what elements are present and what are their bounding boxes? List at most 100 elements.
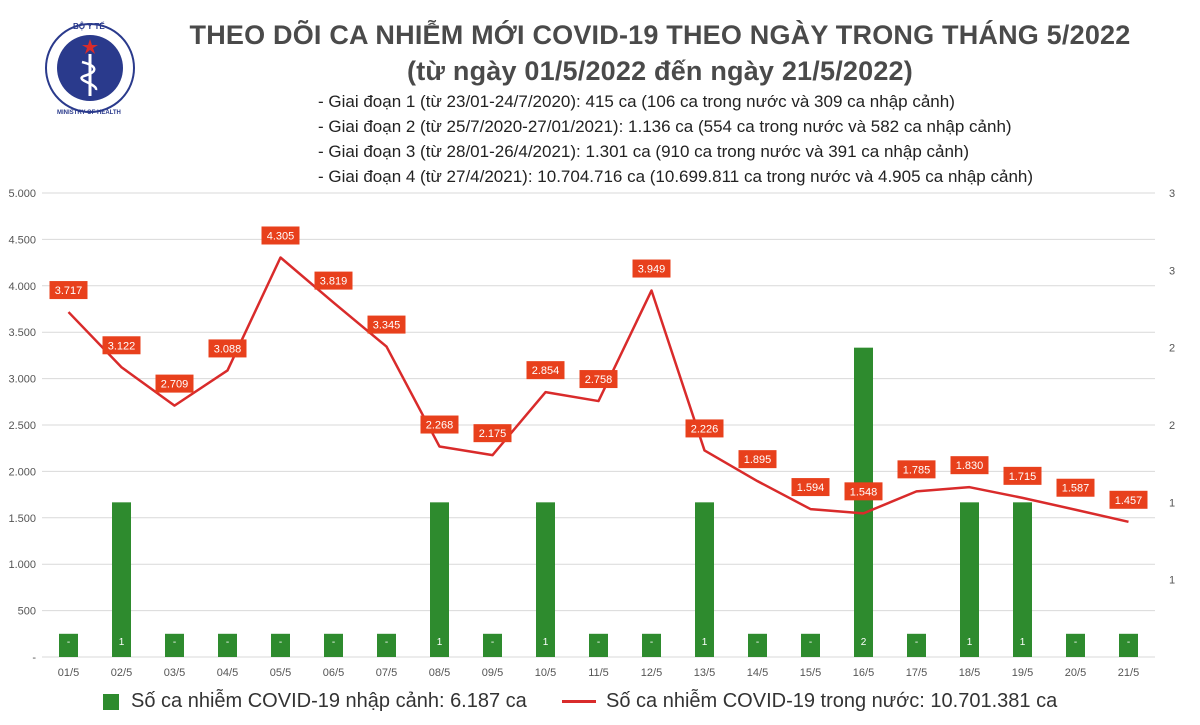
line-data-label-box [526,361,565,380]
line-data-label: 2.175 [479,428,507,440]
bar [324,633,343,657]
bar-data-label: - [173,637,176,648]
x-axis-tick-label: 14/5 [747,667,768,679]
line-data-label: 3.819 [320,276,348,288]
line-data-label-box [473,424,512,443]
legend-bar: Số ca nhiễm COVID-19 nhập cảnh: 6.187 ca [103,690,527,713]
line-data-label-box [579,370,618,389]
bar-data-label: - [67,637,70,648]
bar-data-label: 1 [1020,637,1026,648]
bar [377,633,396,657]
right-axis-tick-label: 1 [1169,575,1175,587]
line-data-label: 1.785 [903,464,931,476]
x-axis-tick-label: 09/5 [482,667,503,679]
bar-data-label: - [226,637,229,648]
note-phase-2: - Giai đoạn 2 (từ 25/7/2020-27/01/2021):… [318,117,1012,136]
left-axis-tick-label: 2.000 [8,466,36,478]
legend-line: Số ca nhiễm COVID-19 trong nước: 10.701.… [562,690,1057,713]
bar-data-label: 2 [861,637,867,648]
bar [1013,502,1032,657]
x-axis-tick-label: 04/5 [217,667,238,679]
line-data-label: 2.226 [691,423,719,435]
bar-data-label: 1 [437,637,443,648]
line-data-label: 2.854 [532,365,560,377]
bar-data-label: - [332,637,335,648]
line-data-label-box [49,281,88,300]
bar-data-label: - [597,637,600,648]
bar-data-label: - [809,637,812,648]
bar [748,633,767,657]
x-axis-tick-label: 20/5 [1065,667,1086,679]
bar-data-label: - [491,637,494,648]
line-data-label: 1.457 [1115,495,1143,507]
legend-line-swatch [562,700,596,703]
x-axis-tick-label: 08/5 [429,667,450,679]
logo-text-bottom: MINISTRY OF HEALTH [57,110,121,116]
line-data-label-box [738,450,777,469]
ministry-of-health-logo [45,23,135,113]
line-data-label: 1.895 [744,454,772,466]
bar [165,633,184,657]
right-axis-tick-label: 1 [1169,497,1175,509]
chart-subtitle: (từ ngày 01/5/2022 đến ngày 21/5/2022) [407,56,913,86]
left-axis-tick-label: 5.000 [8,188,36,200]
right-axis-tick-label: 2 [1169,420,1175,432]
line-data-label: 3.949 [638,264,666,276]
bar-data-label: - [915,637,918,648]
line-data-label-box [420,415,459,434]
bar-data-label: 1 [702,637,708,648]
bar-data-label: - [279,637,282,648]
line-data-label-box [314,271,353,290]
line-data-label: 1.587 [1062,483,1090,495]
line-data-label-box [1109,490,1148,509]
x-axis-tick-label: 21/5 [1118,667,1139,679]
x-axis-tick-label: 03/5 [164,667,185,679]
line-data-label-box [844,482,883,501]
chart-title: THEO DÕI CA NHIỄM MỚI COVID-19 THEO NGÀY… [189,20,1131,50]
legend-bar-label: Số ca nhiễm COVID-19 nhập cảnh: 6.187 ca [131,690,527,712]
line-data-label-box [685,419,724,438]
bar [536,502,555,657]
line-data-label: 1.715 [1009,471,1037,483]
x-axis-tick-label: 07/5 [376,667,397,679]
line-data-label: 2.268 [426,420,454,432]
right-axis-tick-label: 3 [1169,188,1175,200]
line-data-label: 1.830 [956,460,984,472]
bar-data-label: - [1074,637,1077,648]
line-data-label-box [897,460,936,479]
bar [1119,633,1138,657]
bar [854,347,873,657]
x-axis-tick-label: 13/5 [694,667,715,679]
x-axis-tick-label: 05/5 [270,667,291,679]
x-axis-tick-label: 16/5 [853,667,874,679]
bar [695,502,714,657]
bar [218,633,237,657]
bar-data-label: - [1127,637,1130,648]
x-axis-tick-label: 02/5 [111,667,132,679]
left-axis-tick-label: 1.500 [8,513,36,525]
line-data-label-box [102,336,141,355]
x-axis-tick-label: 19/5 [1012,667,1033,679]
bar [430,502,449,657]
x-axis-tick-label: 10/5 [535,667,556,679]
x-axis-tick-label: 01/5 [58,667,79,679]
line-data-label: 1.594 [797,482,825,494]
line-data-label: 2.758 [585,374,613,386]
bar-data-label: 1 [967,637,973,648]
line-data-label-box [1056,478,1095,497]
x-axis-tick-label: 15/5 [800,667,821,679]
note-phase-3: - Giai đoạn 3 (từ 28/01-26/4/2021): 1.30… [318,142,970,161]
line-data-label-box [367,315,406,334]
line-data-label-box [261,226,300,245]
line-data-label-box [950,456,989,475]
logo-text-top: BỘ Y TẾ [73,22,105,31]
bar [907,633,926,657]
bar-data-label: 1 [543,637,549,648]
line-data-label-box [1003,466,1042,485]
note-phase-4: - Giai đoạn 4 (từ 27/4/2021): 10.704.716… [318,167,1034,186]
left-axis-tick-label: 1.000 [8,559,36,571]
bar [271,633,290,657]
bar [589,633,608,657]
bar-data-label: 1 [119,637,125,648]
